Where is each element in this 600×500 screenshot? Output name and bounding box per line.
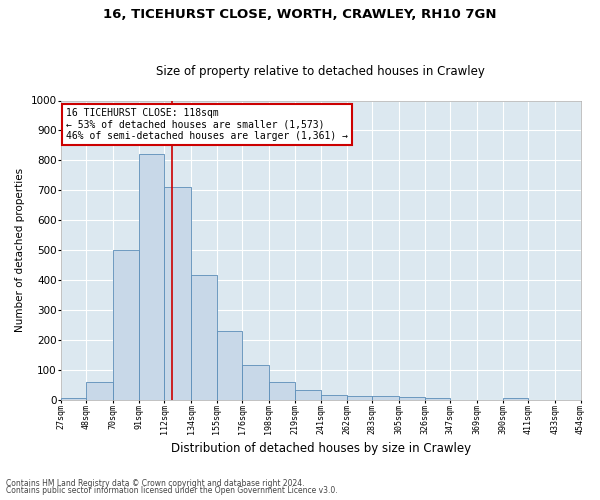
Bar	[503, 398, 528, 400]
Bar	[139, 154, 164, 400]
Bar	[217, 330, 242, 400]
Bar	[242, 365, 269, 400]
Bar	[399, 396, 425, 400]
Bar	[321, 395, 347, 400]
Bar	[113, 250, 139, 400]
Bar	[86, 382, 113, 400]
X-axis label: Distribution of detached houses by size in Crawley: Distribution of detached houses by size …	[170, 442, 471, 455]
Bar	[164, 187, 191, 400]
Title: Size of property relative to detached houses in Crawley: Size of property relative to detached ho…	[156, 66, 485, 78]
Bar	[269, 382, 295, 400]
Text: Contains HM Land Registry data © Crown copyright and database right 2024.: Contains HM Land Registry data © Crown c…	[6, 478, 305, 488]
Text: Contains public sector information licensed under the Open Government Licence v3: Contains public sector information licen…	[6, 486, 338, 495]
Text: 16, TICEHURST CLOSE, WORTH, CRAWLEY, RH10 7GN: 16, TICEHURST CLOSE, WORTH, CRAWLEY, RH1…	[103, 8, 497, 20]
Bar	[425, 398, 450, 400]
Bar	[191, 276, 217, 400]
Bar	[61, 398, 86, 400]
Y-axis label: Number of detached properties: Number of detached properties	[15, 168, 25, 332]
Bar	[295, 390, 321, 400]
Bar	[347, 396, 373, 400]
Bar	[373, 396, 399, 400]
Text: 16 TICEHURST CLOSE: 118sqm
← 53% of detached houses are smaller (1,573)
46% of s: 16 TICEHURST CLOSE: 118sqm ← 53% of deta…	[66, 108, 348, 141]
